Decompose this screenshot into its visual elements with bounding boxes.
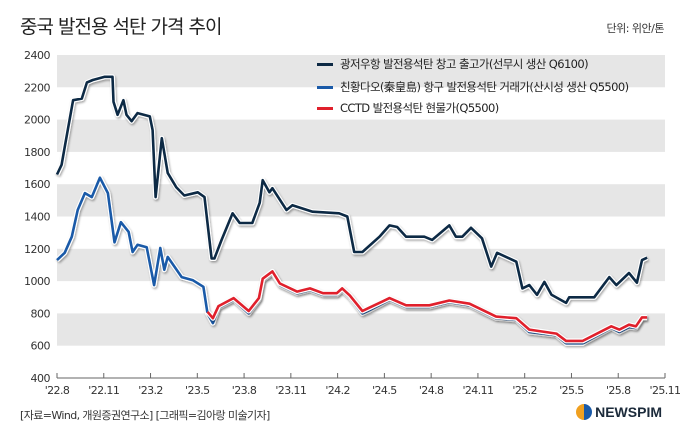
legend-item-qinhuangdao: 친황다오(秦皇島) 항구 발전용석탄 거래가(산시성 생산 Q5500) [317, 79, 629, 95]
grid-band [57, 184, 665, 217]
series-lines [54, 74, 649, 346]
x-tick-label: '23.8 [232, 384, 257, 397]
grid-band [57, 119, 665, 152]
x-tick-label: '25.5 [559, 384, 584, 397]
y-tick-label: 1600 [24, 178, 50, 191]
chart-title: 중국 발전용 석탄 가격 추이 [20, 16, 222, 38]
x-tick-label: '24.8 [419, 384, 444, 397]
series-line-1 [55, 75, 648, 305]
logo-text: NEWSPIM [595, 404, 662, 420]
y-tick-label: 2000 [24, 114, 50, 127]
x-tick-label: '23.5 [185, 384, 210, 397]
source-credit: [자료=Wind, 개원증권연구소] [그래픽=김아랑 미술기자] [20, 409, 270, 422]
x-tick-label: '23.2 [138, 384, 163, 397]
series-line-3 [206, 270, 648, 343]
x-tick-label: '24.2 [325, 384, 350, 397]
x-tick-label: '24.11 [462, 384, 493, 397]
grid-band [57, 55, 665, 88]
x-tick-label: '25.11 [650, 384, 680, 397]
legend-item-cctd: CCTD 발전용석탄 현물가(Q5500) [317, 100, 499, 116]
unit-label: 단위: 위안/톤 [606, 22, 664, 35]
legend-item-guangzhou: 광저우항 발전용석탄 창고 출고가(선무시 생산 Q6100) [317, 56, 589, 72]
x-tick-label: '23.11 [275, 384, 306, 397]
x-tick-label: '22.8 [45, 384, 70, 397]
y-tick-label: 1400 [24, 211, 50, 224]
y-tick-label: 1200 [24, 243, 50, 256]
y-tick-label: 400 [31, 372, 51, 385]
legend-swatch-blue [317, 85, 333, 89]
legend-label: 친황다오(秦皇島) 항구 발전용석탄 거래가(산시성 생산 Q5500) [340, 80, 629, 94]
x-tick-label: '24.5 [372, 384, 397, 397]
y-tick-label: 600 [31, 340, 51, 353]
y-tick-label: 1000 [24, 275, 50, 288]
newspim-logo: NEWSPIM [576, 404, 662, 420]
x-tick-label: '25.8 [606, 384, 631, 397]
grid-bands [57, 55, 665, 346]
y-axis: 400 600 800 1000 1200 1400 1600 1800 2000 2200 240… [24, 49, 51, 385]
legend-swatch-red [317, 106, 333, 110]
legend-label: CCTD 발전용석탄 현물가(Q5500) [340, 101, 499, 115]
legend-label: 광저우항 발전용석탄 창고 출고가(선무시 생산 Q6100) [340, 57, 589, 71]
legend-swatch-navy [317, 62, 333, 66]
y-tick-label: 800 [31, 307, 51, 320]
y-tick-label: 2400 [24, 49, 50, 62]
y-tick-label: 2200 [24, 81, 50, 94]
x-tick-label: '25.2 [512, 384, 537, 397]
logo-icon [576, 404, 593, 420]
x-tick-label: '22.11 [88, 384, 119, 397]
x-axis: '22.8 '22.11 '23.2 '23.5 '23.8 '23.11 '24.2 '24… [45, 373, 680, 397]
y-tick-label: 1800 [24, 146, 50, 159]
